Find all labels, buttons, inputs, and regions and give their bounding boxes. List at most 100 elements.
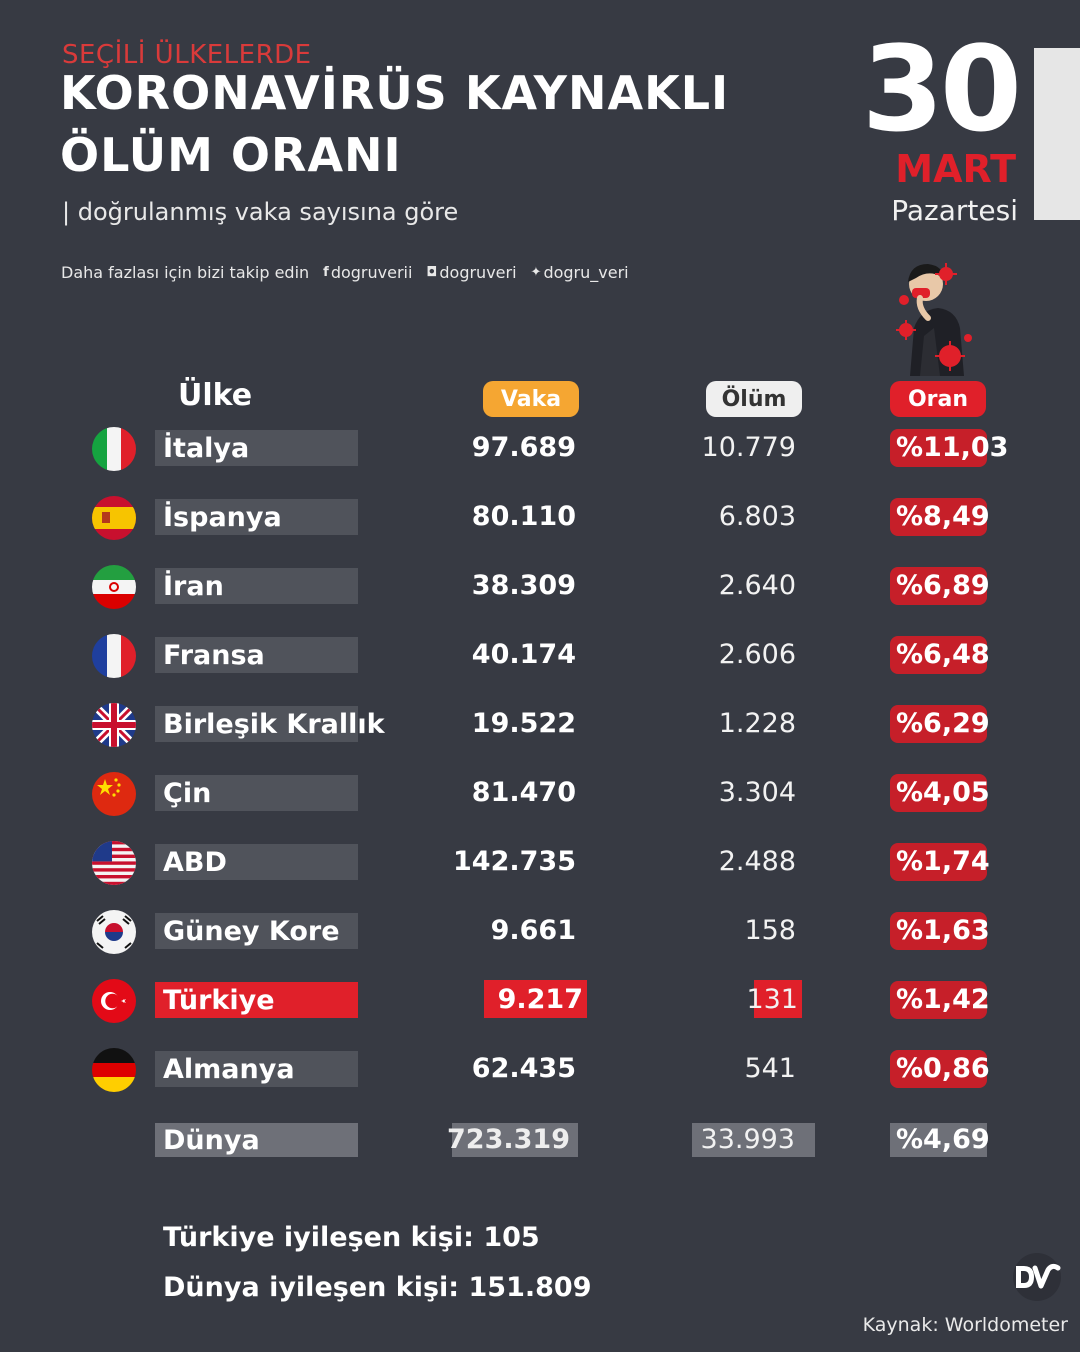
- rate-badge: %1,63: [890, 912, 990, 950]
- table-row: Güney Kore 9.661 158 %1,63: [0, 908, 1080, 958]
- cases-value: 40.174: [471, 639, 576, 670]
- rate-badge: %8,49: [890, 498, 990, 536]
- cases-value: 9.661: [490, 915, 576, 946]
- country-name-box: [155, 775, 358, 811]
- country-name: Güney Kore: [163, 916, 340, 947]
- usa-flag-icon: [92, 841, 136, 885]
- italy-flag-icon: [92, 427, 136, 471]
- rate-badge: %6,48: [890, 636, 990, 674]
- social-follow-bar: Daha fazlası için bizi takip edin f dogr…: [61, 263, 629, 282]
- page-title-line1: KORONAVİRÜS KAYNAKLI: [60, 66, 730, 120]
- rate-badge: %4,69: [890, 1123, 990, 1157]
- country-name-box: [155, 637, 358, 673]
- deaths-value: 6.803: [718, 501, 796, 532]
- cases-value: 62.435: [471, 1053, 576, 1084]
- table-row: Birleşik Krallık 19.522 1.228 %6,29: [0, 701, 1080, 751]
- cases-value: 81.470: [471, 777, 576, 808]
- table-row: Çin 81.470 3.304 %4,05: [0, 770, 1080, 820]
- table-row: Almanya 62.435 541 %0,86: [0, 1046, 1080, 1096]
- cases-value: 80.110: [471, 501, 576, 532]
- country-name-box: [155, 706, 358, 742]
- table-row: İspanya 80.110 6.803 %8,49: [0, 494, 1080, 544]
- world-deaths-box: [692, 1123, 815, 1157]
- cases-value: 19.522: [471, 708, 576, 739]
- deaths-value: 131: [746, 984, 798, 1015]
- facebook-icon: f: [323, 265, 329, 280]
- country-name-box: [155, 913, 358, 949]
- country-name: Dünya: [163, 1125, 260, 1156]
- deaths-value: 2.488: [718, 846, 796, 877]
- deaths-value: 33.993: [700, 1124, 795, 1155]
- table-row: İtalya 97.689 10.779 %11,03: [0, 425, 1080, 475]
- country-name-box: [155, 568, 358, 604]
- rate-badge: %6,29: [890, 705, 990, 743]
- date-month: MART: [895, 147, 1016, 191]
- china-flag-icon: [92, 772, 136, 816]
- cases-value: 97.689: [471, 432, 576, 463]
- date-day: 30: [861, 20, 1022, 158]
- column-header-country: Ülke: [178, 378, 253, 413]
- deaths-value: 3.304: [718, 777, 796, 808]
- france-flag-icon: [92, 634, 136, 678]
- twitter-icon: ✦: [530, 265, 542, 280]
- country-name: İran: [163, 571, 224, 602]
- page-title-line2: ÖLÜM ORANI: [60, 128, 402, 182]
- kicker-text: SEÇİLİ ÜLKELERDE: [62, 40, 312, 70]
- cases-highlight-box: [484, 980, 587, 1018]
- rate-badge: %0,86: [890, 1050, 990, 1088]
- turkey-recovered-value: 105: [483, 1222, 540, 1253]
- country-name-box: [155, 982, 358, 1018]
- column-header-rate: Oran: [890, 381, 986, 417]
- table-row: Fransa 40.174 2.606 %6,48: [0, 632, 1080, 682]
- instagram-icon: ◘: [426, 265, 438, 280]
- south-korea-flag-icon: [92, 910, 136, 954]
- deaths-value: 1.228: [718, 708, 796, 739]
- deaths-highlight-box: [754, 980, 802, 1018]
- deaths-value: 2.606: [718, 639, 796, 670]
- country-name-box: [155, 1051, 358, 1087]
- cases-value: 38.309: [471, 570, 576, 601]
- table-row: ABD 142.735 2.488 %1,74: [0, 839, 1080, 889]
- country-name-box: [155, 1123, 358, 1157]
- facebook-handle: dogruverii: [330, 263, 413, 282]
- turkey-recovered: Türkiye iyileşen kişi: 105: [163, 1222, 540, 1253]
- follow-text: Daha fazlası için bizi takip edin: [61, 263, 310, 282]
- coughing-person-illustration-icon: [896, 263, 972, 376]
- iran-flag-icon: [92, 565, 136, 609]
- column-header-deaths: Ölüm: [706, 381, 802, 417]
- twitter-handle: dogru_veri: [543, 263, 629, 282]
- world-recovered-value: 151.809: [468, 1272, 592, 1303]
- spain-flag-icon: [92, 496, 136, 540]
- country-name: Birleşik Krallık: [163, 709, 385, 740]
- country-name-box: [155, 844, 358, 880]
- rate-badge: %11,03: [890, 429, 1008, 467]
- column-header-cases: Vaka: [483, 381, 579, 417]
- deaths-value: 2.640: [718, 570, 796, 601]
- world-recovered: Dünya iyileşen kişi: 151.809: [163, 1272, 591, 1303]
- rate-badge: %6,89: [890, 567, 990, 605]
- country-name: Türkiye: [163, 985, 275, 1016]
- rate-badge: %1,42: [890, 981, 990, 1019]
- country-name: Fransa: [163, 640, 265, 671]
- germany-flag-icon: [92, 1048, 136, 1092]
- cases-value: 142.735: [453, 846, 576, 877]
- deaths-value: 10.779: [701, 432, 796, 463]
- turkey-recovered-label: Türkiye iyileşen kişi:: [163, 1222, 474, 1253]
- cases-value: 9.217: [497, 984, 583, 1015]
- country-name-box: [155, 499, 358, 535]
- country-name: İtalya: [163, 433, 250, 464]
- country-name: Almanya: [163, 1054, 295, 1085]
- rate-badge: %1,74: [890, 843, 990, 881]
- date-accent-bar: [1034, 48, 1080, 220]
- table-row-highlight: Türkiye 9.217 131 %1,42: [0, 977, 1080, 1027]
- social-instagram[interactable]: ◘ dogruveri: [426, 263, 516, 282]
- subtitle: | doğrulanmış vaka sayısına göre: [62, 198, 459, 226]
- date-weekday: Pazartesi: [891, 194, 1018, 227]
- instagram-handle: dogruveri: [439, 263, 517, 282]
- cases-value: 723.319: [447, 1124, 570, 1155]
- country-name: ABD: [163, 847, 227, 878]
- social-facebook[interactable]: f dogruverii: [323, 263, 412, 282]
- social-twitter[interactable]: ✦ dogru_veri: [531, 263, 629, 282]
- country-name: Çin: [163, 778, 212, 809]
- source-credit: Kaynak: Worldometer: [862, 1314, 1068, 1336]
